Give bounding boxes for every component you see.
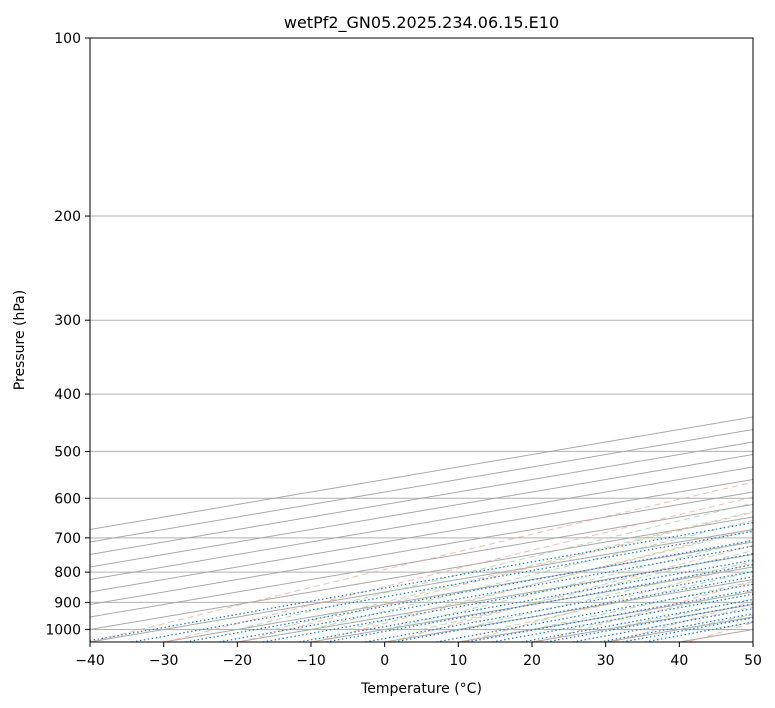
isotherm-line	[90, 478, 753, 593]
x-axis-label: Temperature (°C)	[360, 681, 482, 697]
y-tick-label: 100	[54, 31, 81, 47]
isotherm-line	[90, 503, 753, 618]
mixing-ratio-line	[131, 530, 753, 642]
background-reference-lines	[90, 38, 753, 642]
dry-adiabat	[165, 496, 753, 642]
dry-adiabat	[389, 544, 753, 642]
x-tick-label: 20	[523, 653, 541, 669]
y-tick-label: 400	[54, 387, 81, 403]
moist-adiabat	[495, 571, 753, 630]
mixing-ratio-line	[572, 608, 753, 642]
x-tick-label: 40	[670, 653, 688, 669]
mixing-ratio-line	[262, 553, 753, 642]
mixing-ratio-line	[218, 545, 753, 642]
dry-adiabat	[538, 581, 753, 642]
x-axis: −40 −30 −20 −10 0 10 20 30 40 50	[75, 642, 762, 669]
plot-frame	[89, 37, 754, 643]
x-tick-label: 0	[380, 653, 389, 669]
x-tick-label: 30	[597, 653, 615, 669]
y-tick-label: 1000	[45, 622, 81, 638]
x-tick-label: 50	[744, 653, 762, 669]
moist-adiabat	[274, 511, 753, 630]
mixing-ratio-line	[185, 539, 753, 642]
moist-adiabat	[237, 502, 753, 630]
y-tick-label: 900	[54, 595, 81, 611]
isotherm-line	[90, 528, 753, 642]
dry-adiabat	[314, 528, 753, 642]
y-tick-label: 300	[54, 313, 81, 329]
mixing-ratio-line	[622, 617, 753, 642]
x-tick-label: −10	[296, 653, 326, 669]
x-tick-label: −40	[75, 653, 105, 669]
moist-adiabat	[311, 519, 753, 630]
isotherm-line	[90, 428, 753, 543]
x-tick-label: 10	[449, 653, 467, 669]
isotherm-line	[90, 466, 753, 581]
isotherm-line	[90, 453, 753, 568]
y-axis: 100 200 300 400 500 600 700 800 900 1000	[45, 31, 90, 638]
chart-title: wetPf2_GN05.2025.234.06.15.E10	[284, 13, 559, 33]
dry-adiabat	[90, 481, 753, 642]
y-tick-label: 200	[54, 209, 81, 225]
y-axis-label: Pressure (hPa)	[12, 290, 28, 390]
x-tick-label: −20	[223, 653, 253, 669]
y-tick-label: 500	[54, 444, 81, 460]
y-tick-label: 600	[54, 491, 81, 507]
mixing-ratio-line	[299, 559, 753, 642]
mixing-ratio-line	[546, 603, 753, 642]
isotherm-line	[90, 491, 753, 606]
y-tick-label: 800	[54, 565, 81, 581]
mixing-ratio-line	[599, 613, 753, 642]
isotherm-line	[90, 516, 753, 631]
isotherm-line	[90, 441, 753, 556]
y-tick-label: 700	[54, 531, 81, 547]
x-tick-label: −30	[149, 653, 179, 669]
